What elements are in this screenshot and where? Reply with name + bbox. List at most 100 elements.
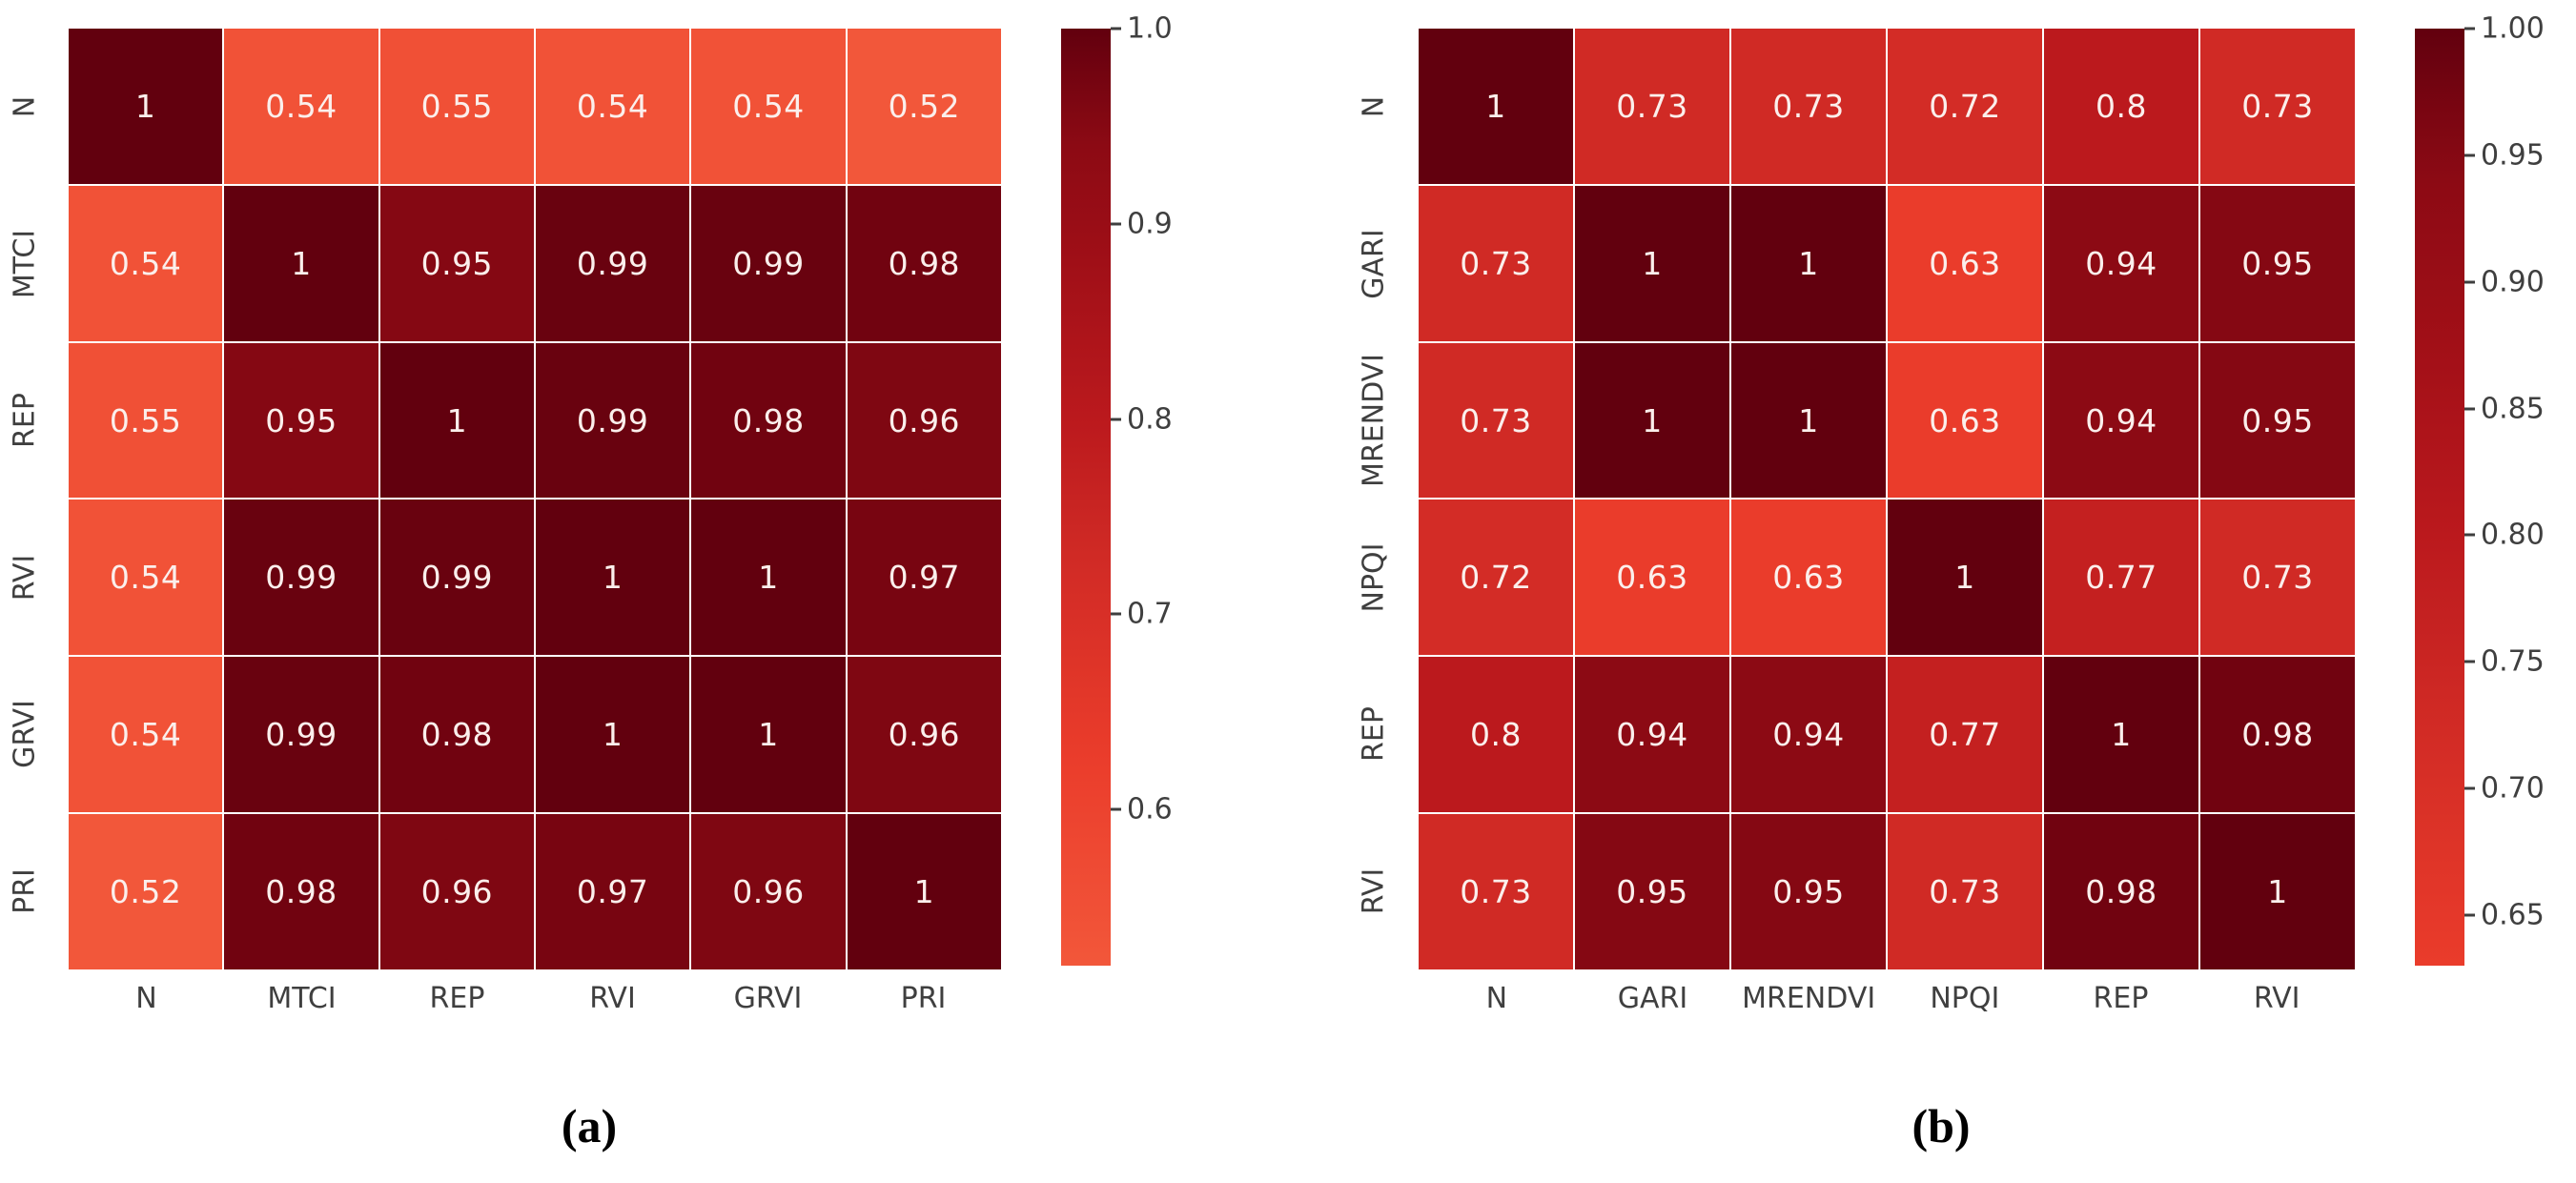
heatmap-cell: 0.98: [847, 185, 1001, 341]
colorbar-tick: [2464, 913, 2475, 917]
heatmap-cell: 0.73: [1419, 185, 1573, 341]
heatmap-cell: 0.72: [1419, 500, 1573, 656]
row-label: REP: [1357, 706, 1391, 763]
x-axis-labels: N GARI MRENDVI NPQI REP RVI: [1419, 974, 2355, 1020]
heatmap-cell: 0.99: [224, 657, 378, 813]
colorbar-tick-label: 0.6: [1127, 792, 1173, 826]
colorbar-tick-label: 0.95: [2481, 138, 2545, 173]
heatmap-cell: 0.55: [69, 342, 223, 499]
heatmap-cell: 0.54: [69, 185, 223, 341]
heatmap-cell: 0.98: [379, 657, 534, 813]
colorbar-tick-label: 1.0: [1127, 11, 1173, 46]
heatmap-cell: 0.94: [1731, 657, 1886, 813]
y-axis-labels: N GARI MRENDVI NPQI REP RVI: [1349, 29, 1399, 969]
colorbar-tick: [1111, 418, 1121, 421]
heatmap-cell: 0.8: [1419, 657, 1573, 813]
colorbar: 1.0 0.9 0.8 0.7 0.6: [1061, 12, 1173, 966]
figure-caption: (b): [1912, 1099, 1971, 1152]
col-label: N: [135, 982, 157, 1015]
col-label: REP: [2093, 982, 2149, 1015]
colorbar-tick-label: 0.8: [1127, 402, 1173, 437]
heatmap-cell: 0.52: [69, 814, 223, 969]
col-label: GRVI: [733, 982, 803, 1015]
heatmap-cell: 0.95: [379, 185, 534, 341]
heatmap-cell: 0.99: [224, 500, 378, 656]
heatmap-cell: 0.73: [1575, 29, 1729, 184]
row-label: GARI: [1357, 229, 1391, 299]
heatmap-cell: 1: [1575, 342, 1729, 499]
heatmap-cell: 0.95: [224, 342, 378, 499]
heatmap-cell: 0.95: [1575, 814, 1729, 969]
heatmap-cell: 0.73: [1419, 814, 1573, 969]
col-label: N: [1485, 982, 1508, 1015]
heatmap-cell: 0.99: [535, 342, 690, 499]
heatmap-cell: 1: [847, 814, 1001, 969]
heatmap-cell: 0.77: [2044, 500, 2198, 656]
heatmap-cell: 0.99: [379, 500, 534, 656]
col-label: RVI: [589, 982, 636, 1015]
colorbar-tick-label: 0.7: [1127, 597, 1173, 631]
heatmap-cell: 0.99: [691, 185, 846, 341]
colorbar-tick: [1111, 27, 1121, 31]
colorbar-tick-label: 1.00: [2481, 11, 2545, 46]
colorbar-tick: [1111, 807, 1121, 811]
heatmap-cell: 0.99: [535, 185, 690, 341]
heatmap-cell: 1: [2044, 657, 2198, 813]
heatmap-cell: 0.63: [1888, 185, 2042, 341]
row-label: NPQI: [1357, 542, 1391, 613]
heatmap-cell: 0.8: [2044, 29, 2198, 184]
colorbar-tick: [2464, 660, 2475, 663]
col-label: MTCI: [267, 982, 337, 1015]
heatmap-cell: 0.54: [691, 29, 846, 184]
heatmap-cell: 0.95: [2200, 342, 2355, 499]
colorbar-tick: [2464, 786, 2475, 790]
heatmap-cell: 1: [224, 185, 378, 341]
colorbar-tick: [2464, 280, 2475, 284]
heatmap-cell: 1: [1731, 342, 1886, 499]
colorbar-gradient: [1061, 29, 1111, 966]
heatmap-cell: 0.98: [2044, 814, 2198, 969]
heatmap-cell: 0.63: [1731, 500, 1886, 656]
col-label: RVI: [2253, 982, 2300, 1015]
heatmap-cell: 0.54: [69, 500, 223, 656]
heatmap-cell: 0.96: [379, 814, 534, 969]
colorbar-tick-label: 0.90: [2481, 265, 2545, 299]
heatmap-cell: 0.98: [2200, 657, 2355, 813]
colorbar-tick-label: 0.80: [2481, 518, 2545, 552]
colorbar-tick: [2464, 27, 2475, 31]
col-label: MRENDVI: [1742, 982, 1876, 1015]
col-label: PRI: [900, 982, 947, 1015]
colorbar-tick: [1111, 222, 1121, 226]
heatmap-cell: 1: [1731, 185, 1886, 341]
heatmap-cell: 1: [535, 657, 690, 813]
heatmap-cell: 1: [379, 342, 534, 499]
heatmap-cell: 0.95: [1731, 814, 1886, 969]
heatmap-cell: 0.96: [847, 342, 1001, 499]
heatmap-cell: 0.52: [847, 29, 1001, 184]
figure-caption: (a): [561, 1099, 618, 1152]
colorbar-tick: [1111, 612, 1121, 616]
heatmap-cell: 1: [1575, 185, 1729, 341]
heatmap-cell: 0.97: [535, 814, 690, 969]
heatmap-cell: 0.73: [2200, 500, 2355, 656]
col-label: REP: [429, 982, 485, 1015]
heatmap-cell: 0.77: [1888, 657, 2042, 813]
heatmap-cell: 1: [1888, 500, 2042, 656]
colorbar-tick-label: 0.70: [2481, 771, 2545, 806]
colorbar-tick-label: 0.9: [1127, 207, 1173, 241]
heatmap-cell: 0.73: [1888, 814, 2042, 969]
heatmap-cell: 0.54: [224, 29, 378, 184]
colorbar-tick-label: 0.75: [2481, 644, 2545, 679]
heatmap-cell: 1: [691, 657, 846, 813]
colorbar-tick-label: 0.65: [2481, 898, 2545, 932]
heatmap-cell: 0.94: [1575, 657, 1729, 813]
colorbar-tick-label: 0.85: [2481, 392, 2545, 425]
colorbar-tick: [2464, 153, 2475, 157]
heatmap-cell: 0.54: [535, 29, 690, 184]
row-label: MRENDVI: [1357, 354, 1391, 488]
heatmap-cell: 0.73: [1419, 342, 1573, 499]
heatmap-cell: 0.73: [2200, 29, 2355, 184]
heatmap-cell: 0.55: [379, 29, 534, 184]
